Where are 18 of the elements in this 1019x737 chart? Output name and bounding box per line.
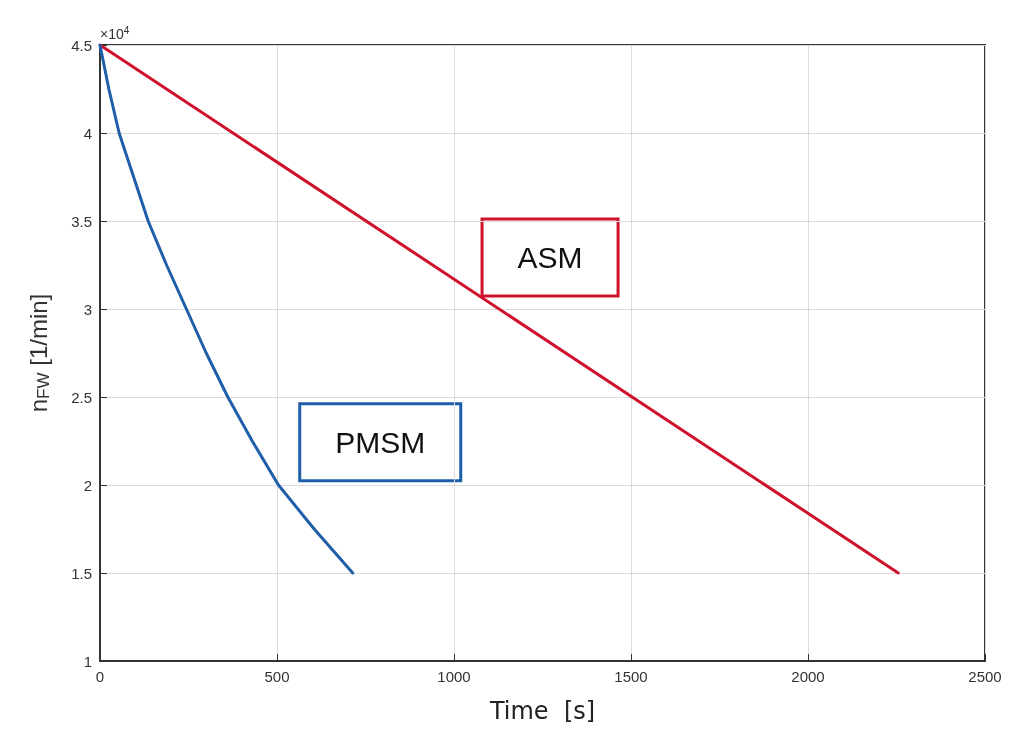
y-tick-label: 2.5 bbox=[71, 388, 92, 406]
y-tick-label: 4 bbox=[83, 124, 92, 142]
x-tick-label: 2000 bbox=[791, 668, 825, 685]
y-tick-label: 3.5 bbox=[71, 212, 92, 230]
y-tick-label: 1 bbox=[83, 652, 92, 670]
y-tick-label: 4.5 bbox=[71, 36, 92, 54]
x-tick-label: 1500 bbox=[614, 668, 648, 685]
y-axis-title: nFW [1/min] bbox=[25, 293, 53, 413]
x-axis-title: Time [s] bbox=[488, 697, 596, 725]
text: PMSM bbox=[335, 425, 426, 459]
x-tick-label: 500 bbox=[264, 668, 290, 685]
y-tick-label: 2 bbox=[83, 476, 92, 494]
y-tick-label: 3 bbox=[83, 300, 92, 318]
x-tick-label: 1000 bbox=[437, 668, 471, 685]
y-tick-label: 1.5 bbox=[71, 564, 92, 582]
x-tick-label: 0 bbox=[95, 668, 105, 685]
x-tick-label: 2500 bbox=[968, 668, 1002, 685]
series-label: ASM bbox=[517, 240, 583, 274]
